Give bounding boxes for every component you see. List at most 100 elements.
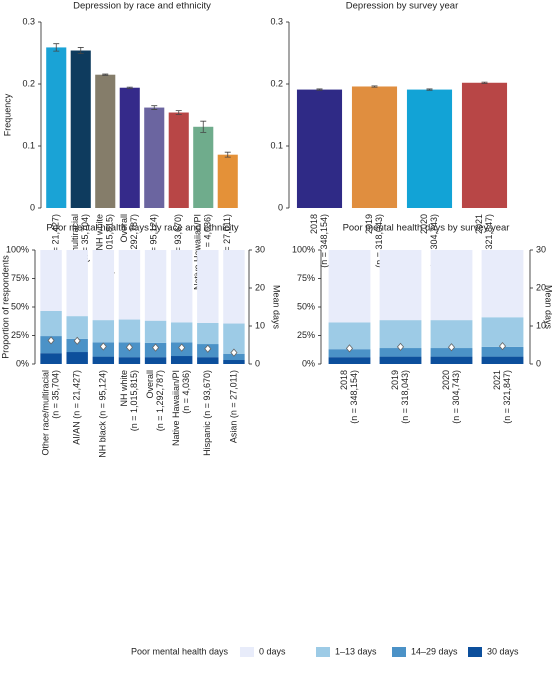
bar-segment — [328, 357, 371, 364]
bar-segment — [430, 250, 473, 321]
x-tick-label: 2020 — [419, 214, 429, 234]
legend-label: 0 days — [259, 646, 286, 656]
bar-segment — [118, 250, 141, 320]
x-tick-label: (n = 348,154) — [349, 370, 359, 424]
mean-marker — [178, 343, 186, 352]
mean-marker — [99, 342, 107, 351]
y-tick-label: 100% — [292, 244, 315, 254]
y-tick-label: 0.2 — [270, 78, 283, 88]
x-tick-label: AI/AN (n = 21,427) — [72, 370, 82, 445]
bar-segment — [66, 338, 88, 353]
x-tick-label: 2018 — [309, 214, 319, 234]
y-tick-label: 0.1 — [270, 140, 283, 150]
bar-segment — [481, 317, 524, 347]
bar — [461, 82, 508, 208]
bar — [46, 47, 67, 208]
legend-swatch — [392, 647, 406, 657]
bar-segment — [481, 356, 524, 364]
bar-segment — [66, 316, 88, 339]
bar-segment — [481, 250, 524, 318]
x-tick-label: Other race/multiracial — [40, 370, 50, 456]
legend-swatch — [316, 647, 330, 657]
x-tick-label: (n = 304,743) — [429, 214, 439, 268]
mean-marker — [204, 344, 212, 353]
y2-tick-label: 30 — [536, 244, 546, 254]
bar-segment — [118, 319, 141, 343]
mean-marker — [498, 342, 507, 351]
bar-segment — [223, 323, 245, 354]
x-tick-label: (n = 304,743) — [451, 370, 461, 424]
y-tick-label: 75% — [11, 273, 29, 283]
bar-segment — [328, 349, 371, 358]
bar — [95, 74, 116, 208]
x-tick-label: (n = 4,036) — [203, 214, 213, 258]
bar-segment — [379, 348, 422, 357]
x-tick-label: Overall — [145, 370, 155, 399]
legend-swatch — [240, 647, 254, 657]
x-tick-label: (n = 1,292,787) — [129, 214, 139, 275]
x-tick-label: Native Hawaiian/PI — [171, 370, 181, 446]
bar-segment — [223, 353, 245, 361]
y2-tick-label: 10 — [255, 320, 265, 330]
panel-title: Depression by race and ethnicity — [73, 1, 211, 12]
error-bar — [151, 105, 158, 110]
legend-label: 30 days — [487, 646, 519, 656]
x-tick-label: 2020 — [441, 370, 451, 390]
y2-tick-label: 0 — [255, 358, 260, 368]
y-tick-label: 0 — [278, 202, 283, 212]
bar-segment — [118, 357, 141, 364]
x-tick-label: (n = 1,015,815) — [129, 370, 139, 431]
x-tick-label: (n = 348,154) — [319, 214, 329, 268]
bar — [193, 126, 214, 208]
bar — [217, 154, 238, 208]
x-tick-label: 2018 — [339, 370, 349, 390]
error-bar — [126, 86, 133, 89]
error-bar — [481, 81, 488, 84]
mean-marker — [345, 344, 354, 353]
legend-title: Poor mental health days — [131, 646, 229, 656]
mean-marker — [230, 348, 238, 357]
bar-segment — [144, 320, 167, 343]
x-tick-label: Overall — [119, 214, 129, 243]
legend-swatch — [468, 647, 482, 657]
x-tick-label: 2021 — [492, 370, 502, 390]
panel-title: Poor mental health days by survey year — [343, 223, 510, 234]
bar-segment — [170, 322, 193, 343]
y2-tick-label: 20 — [536, 282, 546, 292]
y-tick-label: 0 — [30, 202, 35, 212]
x-tick-label: Asian (n = 27,011) — [228, 370, 238, 443]
x-tick-label: (n = 1,292,787) — [155, 370, 165, 431]
bar-segment — [197, 250, 219, 323]
x-tick-label: (n = 321,847) — [502, 370, 512, 424]
bar-segment — [430, 348, 473, 357]
bar-segment — [170, 250, 193, 323]
panel-title: Poor mental health days by race and ethn… — [46, 223, 238, 234]
x-tick-label: 2019 — [390, 370, 400, 390]
x-tick-label: NH black (n = 95,124) — [98, 370, 108, 458]
y2-axis-label: Mean days — [544, 285, 554, 330]
bar-segment — [92, 356, 115, 364]
error-bar — [175, 110, 182, 115]
y-tick-label: 0.3 — [270, 16, 283, 26]
bar-segment — [40, 336, 62, 354]
bar-segment — [40, 310, 62, 337]
bar — [144, 107, 165, 208]
x-tick-label: 2019 — [364, 214, 374, 234]
error-bar — [224, 151, 231, 158]
error-bar — [77, 47, 84, 55]
error-bar — [426, 88, 433, 91]
bar-segment — [379, 356, 422, 364]
bar — [406, 89, 453, 208]
y-axis-label: Proportion of respondents — [0, 255, 10, 359]
mean-marker — [152, 343, 160, 352]
y-tick-label: 100% — [6, 244, 29, 254]
y-axis-label: Frequency — [2, 93, 12, 136]
y-tick-label: 50% — [297, 301, 315, 311]
error-bar — [371, 85, 378, 88]
error-bar — [53, 43, 60, 52]
bar-segment — [197, 357, 219, 364]
y-tick-label: 75% — [297, 273, 315, 283]
bar-segment — [379, 250, 422, 321]
bar — [351, 86, 398, 208]
